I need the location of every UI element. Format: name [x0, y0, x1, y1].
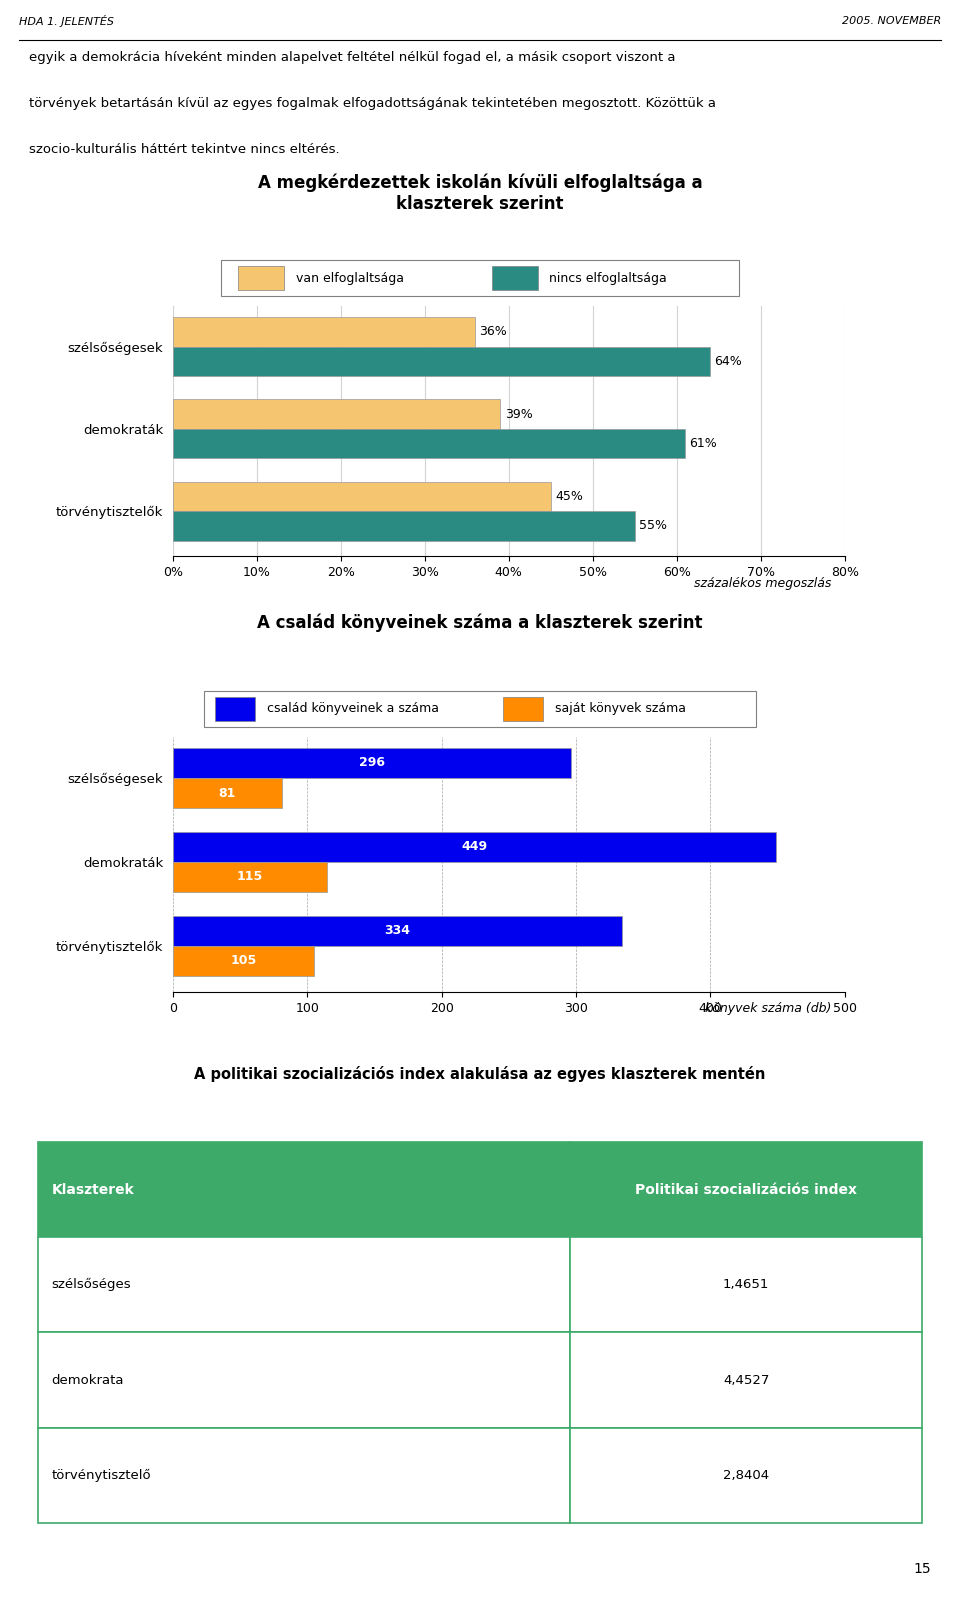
Text: 61%: 61% — [689, 437, 717, 450]
Bar — [238, 266, 284, 290]
Text: A politikai szocializációs index alakulása az egyes klaszterek mentén: A politikai szocializációs index alakulá… — [194, 1066, 766, 1082]
Text: Klaszterek: Klaszterek — [52, 1182, 134, 1197]
Bar — [492, 266, 538, 290]
Text: A megkérdezettek iskolán kívüli elfoglaltsága a
klaszterek szerint: A megkérdezettek iskolán kívüli elfoglal… — [257, 174, 703, 213]
Text: 64%: 64% — [714, 355, 742, 368]
Bar — [173, 832, 777, 861]
Text: 81: 81 — [219, 787, 236, 800]
Text: Politikai szocializációs index: Politikai szocializációs index — [636, 1182, 857, 1197]
Text: saját könyvek száma: saját könyvek száma — [555, 702, 685, 716]
Bar — [570, 1142, 923, 1237]
Text: törvények betartásán kívül az egyes fogalmak elfogadottságának tekintetében mego: törvények betartásán kívül az egyes foga… — [29, 97, 716, 110]
Text: 15: 15 — [914, 1561, 931, 1576]
Bar — [173, 482, 551, 511]
Text: könyvek száma (db): könyvek száma (db) — [705, 1002, 831, 1015]
Bar — [173, 916, 622, 945]
Bar — [173, 347, 710, 376]
Bar — [173, 400, 500, 429]
Text: család könyveinek a száma: család könyveinek a száma — [267, 702, 439, 716]
Bar — [570, 1332, 923, 1428]
Bar — [173, 429, 685, 458]
Bar — [570, 1237, 923, 1332]
Text: törvénytisztelő: törvénytisztelő — [52, 1469, 151, 1482]
Bar — [37, 1237, 570, 1332]
Text: 296: 296 — [359, 756, 385, 769]
Text: 4,4527: 4,4527 — [723, 1374, 769, 1387]
Bar — [173, 511, 635, 540]
Text: nincs elfoglaltsága: nincs elfoglaltsága — [549, 271, 667, 286]
Text: 2,8404: 2,8404 — [723, 1469, 769, 1482]
Bar — [173, 748, 570, 777]
Bar — [173, 861, 327, 892]
Text: 2005. NOVEMBER: 2005. NOVEMBER — [842, 16, 941, 26]
Bar — [570, 1428, 923, 1523]
Text: 36%: 36% — [479, 326, 507, 339]
Text: szélsőséges: szélsőséges — [52, 1279, 131, 1292]
Text: 449: 449 — [462, 840, 488, 853]
Text: szocio-kulturális háttért tekintve nincs eltérés.: szocio-kulturális háttért tekintve nincs… — [29, 144, 340, 156]
Text: 55%: 55% — [639, 519, 667, 532]
Text: 115: 115 — [237, 871, 263, 884]
Text: százalékos megoszlás: százalékos megoszlás — [694, 577, 831, 590]
Text: HDA 1. JELENTÉS: HDA 1. JELENTÉS — [19, 15, 114, 27]
Text: van elfoglaltsága: van elfoglaltsága — [296, 271, 403, 286]
Bar — [37, 1332, 570, 1428]
Text: 105: 105 — [230, 955, 256, 968]
Text: egyik a demokrácia híveként minden alapelvet feltétel nélkül fogad el, a másik c: egyik a demokrácia híveként minden alape… — [29, 52, 675, 65]
Text: 334: 334 — [384, 924, 410, 937]
Bar — [37, 1428, 570, 1523]
Bar — [215, 697, 255, 721]
Text: A család könyveinek száma a klaszterek szerint: A család könyveinek száma a klaszterek s… — [257, 615, 703, 632]
Text: 1,4651: 1,4651 — [723, 1279, 769, 1292]
Text: 39%: 39% — [505, 408, 533, 421]
Bar — [173, 945, 314, 976]
Bar — [173, 777, 281, 808]
Bar — [37, 1142, 570, 1237]
Text: 45%: 45% — [555, 490, 583, 503]
Bar — [173, 318, 475, 347]
Bar — [503, 697, 543, 721]
Text: demokrata: demokrata — [52, 1374, 124, 1387]
